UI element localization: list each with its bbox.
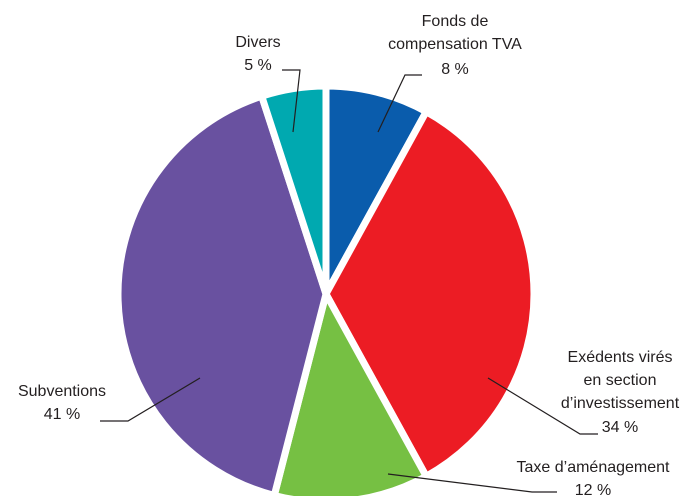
value-label: 34 % xyxy=(602,419,638,436)
leader-line xyxy=(100,377,201,422)
value-label: 12 % xyxy=(575,482,611,496)
slice-label: d’investissement xyxy=(561,395,680,412)
slice-label: Subventions xyxy=(18,383,106,400)
value-label: 5 % xyxy=(244,57,272,74)
pie-slice xyxy=(270,284,431,496)
slice-label: en section xyxy=(584,372,657,389)
slice-label: compensation TVA xyxy=(388,36,522,53)
slice-label: Taxe d’aménagement xyxy=(517,459,671,476)
leader-line xyxy=(487,377,598,435)
leader-line xyxy=(377,74,422,133)
slice-label: Divers xyxy=(235,34,280,51)
value-label: 8 % xyxy=(441,61,469,78)
value-label: 41 % xyxy=(44,406,80,423)
slice-label: Exédents virés xyxy=(568,349,673,366)
leader-line xyxy=(282,69,301,133)
leader-line xyxy=(387,473,557,493)
slice-label: Fonds de xyxy=(422,13,489,30)
pie-slice xyxy=(257,82,330,296)
